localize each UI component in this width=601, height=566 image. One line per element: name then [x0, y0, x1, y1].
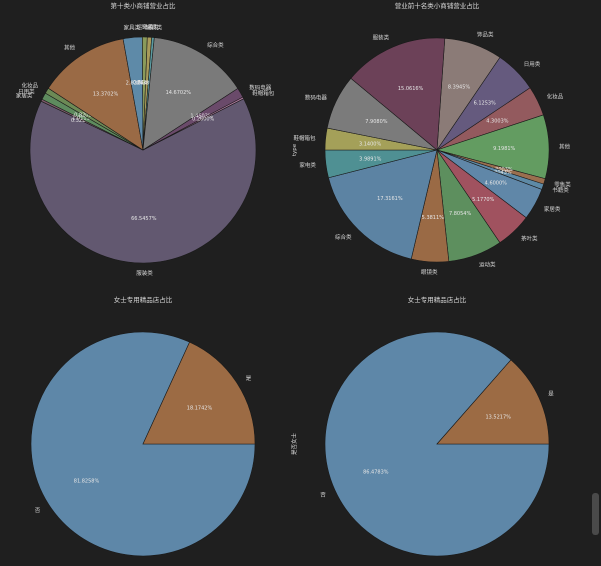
slice-percent-label: 81.8258%: [74, 478, 100, 484]
slice-percent-label: 0.8202%: [74, 112, 96, 118]
slice-percent-label: 0.8043%: [489, 170, 511, 176]
slice-percent-label: 13.3702%: [93, 92, 119, 98]
slice-category-label: 眼镜类: [421, 268, 438, 276]
slice-category-label: 家具类: [124, 23, 141, 31]
chart-title: 第十类小商铺营业占比: [111, 1, 177, 10]
slice-category-label: 日用类: [18, 87, 35, 95]
chart-title: 营业前十名类小商铺营业占比: [395, 1, 480, 10]
slice-percent-label: 0.6402%: [136, 80, 158, 86]
slice-category-label: 运动类: [479, 261, 496, 269]
slice-percent-label: 5.1770%: [472, 197, 494, 203]
pie-slice-10: [328, 149, 438, 260]
slice-percent-label: 18.1742%: [187, 406, 213, 412]
slice-category-label: 否: [320, 491, 326, 498]
slice-percent-label: 17.3161%: [377, 196, 403, 202]
slice-percent-label: 3.9891%: [359, 156, 381, 162]
slice-category-label: 日用类: [524, 60, 541, 68]
slice-percent-label: 5.3811%: [422, 215, 444, 221]
pie-slice-4: [47, 38, 144, 151]
slice-category-label: 鞋帽箱包: [252, 89, 275, 97]
pie-slice-0: [29, 98, 257, 264]
slice-category-label: 家居类: [16, 92, 33, 100]
pie-chart-category-share: 第十类小商铺营业占比 66.5457% 服装类 0.3221% 家居类 1.0111% 日用…: [16, 1, 275, 277]
slice-percent-label: 1.0111%: [72, 116, 94, 122]
slice-category-label: 零售类: [554, 180, 571, 188]
pie-slice-9: [142, 37, 239, 151]
slice-category-label: 服装类: [373, 34, 390, 42]
slice-category-label: 饰品类: [477, 31, 494, 39]
slice-category-label: 化妆品: [22, 81, 39, 89]
chart-title: 女士专用精品店占比: [408, 295, 467, 304]
slice-percent-label: 13.5217%: [485, 414, 511, 420]
slice-category-label: 化妆品: [547, 93, 564, 101]
slice-category-label: 鞋帽箱包: [293, 134, 316, 142]
slice-percent-label: 0.3806%: [138, 81, 160, 87]
slice-percent-label: 4.6000%: [485, 181, 507, 187]
y-axis-label: type: [292, 143, 298, 156]
slice-percent-label: 7.9080%: [365, 119, 387, 125]
slice-category-label: 是: [246, 375, 252, 382]
slice-category-label: 综合类: [335, 233, 352, 241]
vertical-scrollbar[interactable]: [592, 493, 599, 535]
pie-slice-11: [142, 96, 245, 151]
slice-percent-label: 0.2600%: [192, 117, 214, 123]
slice-percent-label: 4.3003%: [486, 119, 508, 125]
slice-percent-label: 6.1253%: [474, 101, 496, 107]
pie-slice-1: [142, 341, 256, 445]
slice-percent-label: 2.8204%: [126, 81, 148, 87]
slice-percent-label: 7.8054%: [449, 211, 471, 217]
slice-percent-label: 14.6702%: [166, 90, 192, 96]
pie-chart-top-categories: 营业前十名类小商铺营业占比 type 8.3945% 饰品类 6.1253% 日用类 4.3…: [292, 1, 571, 276]
slice-category-label: 是: [548, 391, 554, 398]
slice-category-label: 其他: [64, 43, 76, 51]
slice-percent-label: 0.7105%: [133, 80, 155, 86]
slice-category-label: 综合类: [207, 41, 224, 49]
slice-percent-label: 66.5457%: [131, 216, 157, 222]
slice-category-label: 家电类: [299, 161, 316, 169]
slice-percent-label: 0.3221%: [71, 118, 93, 124]
pie-chart-womens-boutique-share: 女士专用精品店占比 81.8258% 否 18.1742% 是: [30, 295, 256, 557]
chart-title: 女士专用精品店占比: [114, 295, 173, 304]
y-axis-label: 是否女士: [290, 433, 298, 456]
slice-category-label: 书籍类: [552, 186, 569, 194]
slice-percent-label: 86.4783%: [363, 470, 389, 476]
pie-slice-14: [350, 37, 446, 151]
slice-percent-label: 9.1981%: [493, 146, 515, 152]
slice-category-label: 家居类: [544, 205, 561, 213]
slice-percent-label: 0.8003%: [490, 167, 512, 173]
slice-category-label: 数码电器: [249, 84, 272, 92]
slice-percent-label: 3.1400%: [359, 141, 381, 147]
slice-category-label: 数码电器: [305, 93, 328, 101]
slice-category-label: 服装类: [136, 269, 153, 277]
slice-percent-label: 8.3945%: [448, 85, 470, 91]
slice-category-label: 其他: [559, 142, 571, 150]
pie-slice-1: [436, 359, 550, 445]
slice-category-label: 运动类: [137, 23, 154, 31]
slice-category-label: 饰品类: [142, 23, 159, 31]
slice-percent-label: 1.4503%: [190, 114, 212, 120]
slice-category-label: 玩具类: [146, 23, 163, 31]
slice-percent-label: 15.0616%: [398, 86, 424, 92]
slice-category-label: 茶叶类: [521, 235, 538, 243]
slice-category-label: 否: [35, 507, 41, 514]
